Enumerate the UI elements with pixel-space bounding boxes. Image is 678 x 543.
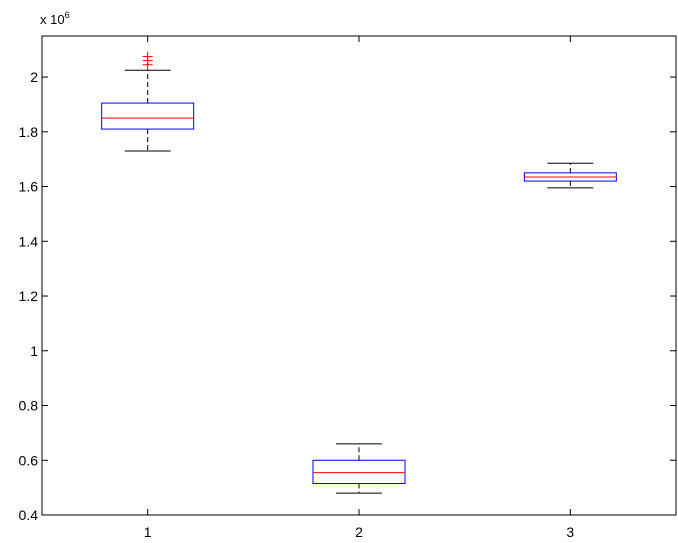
y-tick-label: 0.6 [19, 452, 39, 468]
box-iqr [101, 102, 195, 130]
box-group-1 [101, 51, 195, 152]
y-scale-exponent: 6 [65, 10, 70, 20]
x-tick-label: 3 [566, 524, 574, 540]
y-tick-label: 0.8 [19, 398, 39, 414]
box-group-3 [523, 162, 617, 189]
y-tick-label: 0.4 [19, 507, 39, 523]
y-scale-base: x 10 [40, 12, 65, 27]
x-axis: 1 2 3 [144, 36, 574, 540]
y-tick-label: 1.6 [19, 179, 39, 195]
y-tick-label: 2 [30, 69, 38, 85]
y-scale-exponent-label: x 106 [40, 10, 70, 27]
plot-area-frame [41, 35, 677, 516]
box-iqr [312, 459, 406, 485]
box-group-2 [312, 443, 406, 494]
y-tick-label: 1.2 [19, 288, 39, 304]
outlier-point [142, 51, 153, 62]
box-series [101, 51, 617, 494]
y-tick-label: 1.8 [19, 124, 39, 140]
x-tick-label: 2 [355, 524, 363, 540]
y-tick-label: 1.4 [19, 233, 39, 249]
x-tick-label: 1 [144, 524, 152, 540]
y-tick-label: 1 [30, 343, 38, 359]
y-axis: 0.4 0.6 0.8 1 1.2 1.4 1.6 1.8 2 [19, 69, 676, 523]
